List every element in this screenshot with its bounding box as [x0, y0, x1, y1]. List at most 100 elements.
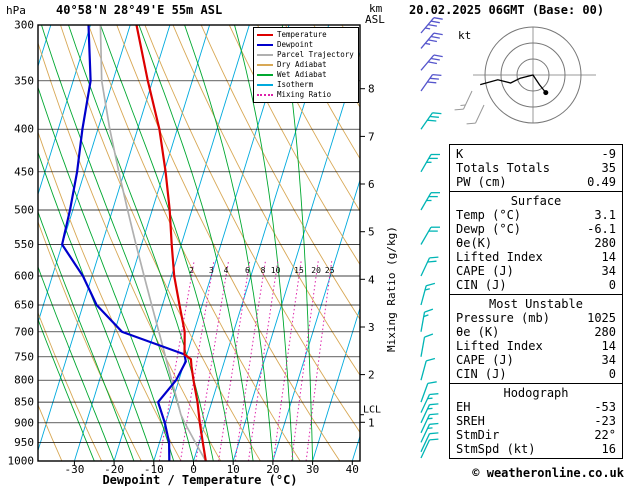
stat-label: K	[456, 147, 464, 161]
pressure-tick-label: 700	[14, 325, 34, 338]
stat-value: -9	[601, 147, 616, 161]
legend-item: Dry Adiabat	[257, 60, 355, 70]
stat-label: θe (K)	[456, 325, 500, 339]
stat-label: StmDir	[456, 428, 500, 442]
dry-adiabat-line	[257, 25, 360, 212]
hodograph-ring	[516, 58, 550, 92]
km-tick-label: 4	[368, 273, 375, 286]
mixing-ratio-labels: 2 3 4 6 8 10 15 20 25	[189, 266, 335, 275]
legend-label: Parcel Trajectory	[277, 50, 354, 59]
stats-row: Temp (°C) 3.1	[450, 208, 622, 222]
stat-value: 34	[601, 353, 616, 367]
wind-barb	[420, 73, 442, 92]
stats-row: θe(K) 280	[450, 236, 622, 250]
profiles	[60, 25, 207, 461]
stat-label: Lifted Index	[456, 250, 543, 264]
km-tick-label: 5	[368, 226, 375, 239]
mixing-ratio-value-label: 20	[311, 266, 321, 275]
wind-barb	[420, 17, 443, 34]
wind-barb	[466, 104, 485, 125]
stat-label: CAPE (J)	[456, 264, 514, 278]
stat-label: EH	[456, 400, 471, 414]
isotherm-line	[113, 25, 250, 461]
mixing-ratio-value-label: 2	[189, 266, 194, 275]
stats-row: StmDir 22°	[450, 428, 622, 442]
isotherm-line	[38, 25, 91, 196]
stat-label: CIN (J)	[456, 367, 507, 381]
dewpoint-line	[60, 25, 187, 461]
km-tick-label: 2	[368, 369, 375, 382]
hodograph-ring	[500, 42, 566, 108]
stats-box-header: Most Unstable	[489, 297, 583, 311]
wind-barb	[420, 54, 443, 71]
stat-label: Totals Totals	[456, 161, 550, 175]
legend-item: Wet Adiabat	[257, 70, 355, 80]
wind-barb	[420, 403, 439, 424]
mixing-ratio-line	[248, 260, 279, 461]
stats-box-most-unstable: Most Unstable Pressure (mb) 1025 θe (K) 280 L…	[449, 294, 623, 384]
wind-barb	[420, 413, 439, 434]
stats-row: CIN (J) 0	[450, 278, 622, 292]
legend-item: Mixing Ratio	[257, 90, 355, 100]
stats-row: CAPE (J) 34	[450, 264, 622, 278]
temp-tick-label: 20	[266, 463, 279, 476]
isotherm-line	[73, 25, 211, 461]
wind-barb	[420, 333, 434, 357]
pressure-tick-label: 800	[14, 374, 34, 387]
pressure-tick-label: 500	[14, 204, 34, 217]
legend-item: Temperature	[257, 30, 355, 40]
pressure-tick-label: 450	[14, 165, 34, 178]
wind-barb	[420, 256, 439, 277]
pressure-tick-label: 550	[14, 238, 34, 251]
wind-barb	[420, 357, 436, 381]
stats-box-header: Hodograph	[503, 386, 569, 400]
dry-adiabat-line	[38, 41, 222, 461]
legend-item: Parcel Trajectory	[257, 50, 355, 60]
skewt-diagram: 2 3 4 6 8 10 15 20 25300350400450500550600650700…	[0, 17, 446, 476]
wind-barb	[420, 432, 439, 453]
wind-barb	[420, 153, 440, 173]
isotherm-line	[38, 25, 171, 452]
stats-row: K -9	[450, 147, 622, 161]
hodograph-unit-label: kt	[458, 29, 471, 42]
dry-adiabat-line	[228, 25, 360, 266]
storm-motion-dot	[543, 90, 549, 96]
mixing-ratio-value-label: 4	[224, 266, 229, 275]
wind-barb	[420, 438, 439, 459]
wind-barb	[454, 90, 473, 111]
hodograph: kt	[454, 26, 596, 125]
parcel-trajectory-line	[99, 25, 207, 461]
pressure-tick-label: 850	[14, 396, 34, 409]
isotherm-line	[351, 434, 360, 461]
hodograph-trace	[480, 74, 547, 94]
stat-label: θe(K)	[456, 236, 493, 250]
dry-adiabat-line	[370, 25, 446, 461]
legend-swatch-dry-adiabat	[257, 64, 273, 66]
temp-tick-label: 10	[227, 463, 240, 476]
isotherm-line	[0, 25, 11, 461]
km-tick-label: 6	[368, 178, 375, 191]
stat-label: Lifted Index	[456, 339, 543, 353]
mixing-ratio-value-label: 8	[261, 266, 266, 275]
pressure-tick-label: 300	[14, 19, 34, 32]
wind-barb	[420, 308, 434, 332]
stat-label: CIN (J)	[456, 278, 507, 292]
wet-adiabat-line	[68, 25, 214, 461]
stat-value: 1025	[587, 311, 616, 325]
pressure-tick-label: 600	[14, 270, 34, 283]
wind-barb	[420, 226, 440, 245]
stats-row: StmSpd (kt) 16	[450, 442, 622, 456]
stat-value: -53	[594, 400, 616, 414]
legend-swatch-parcel-trajectory	[257, 54, 273, 56]
stats-box-indices: K -9 Totals Totals 35 PW (cm) 0.49	[449, 144, 623, 192]
stats-row: CIN (J) 0	[450, 367, 622, 381]
km-tick-label: 1	[368, 416, 375, 429]
temp-tick-label: 40	[346, 463, 359, 476]
stats-row: Lifted Index 14	[450, 339, 622, 353]
mixing-ratio-value-label: 6	[245, 266, 250, 275]
stat-label: Temp (°C)	[456, 208, 522, 222]
wind-barb	[420, 192, 440, 211]
stats-row: θe (K) 280	[450, 325, 622, 339]
stat-label: PW (cm)	[456, 175, 507, 189]
stat-value: 280	[594, 325, 616, 339]
